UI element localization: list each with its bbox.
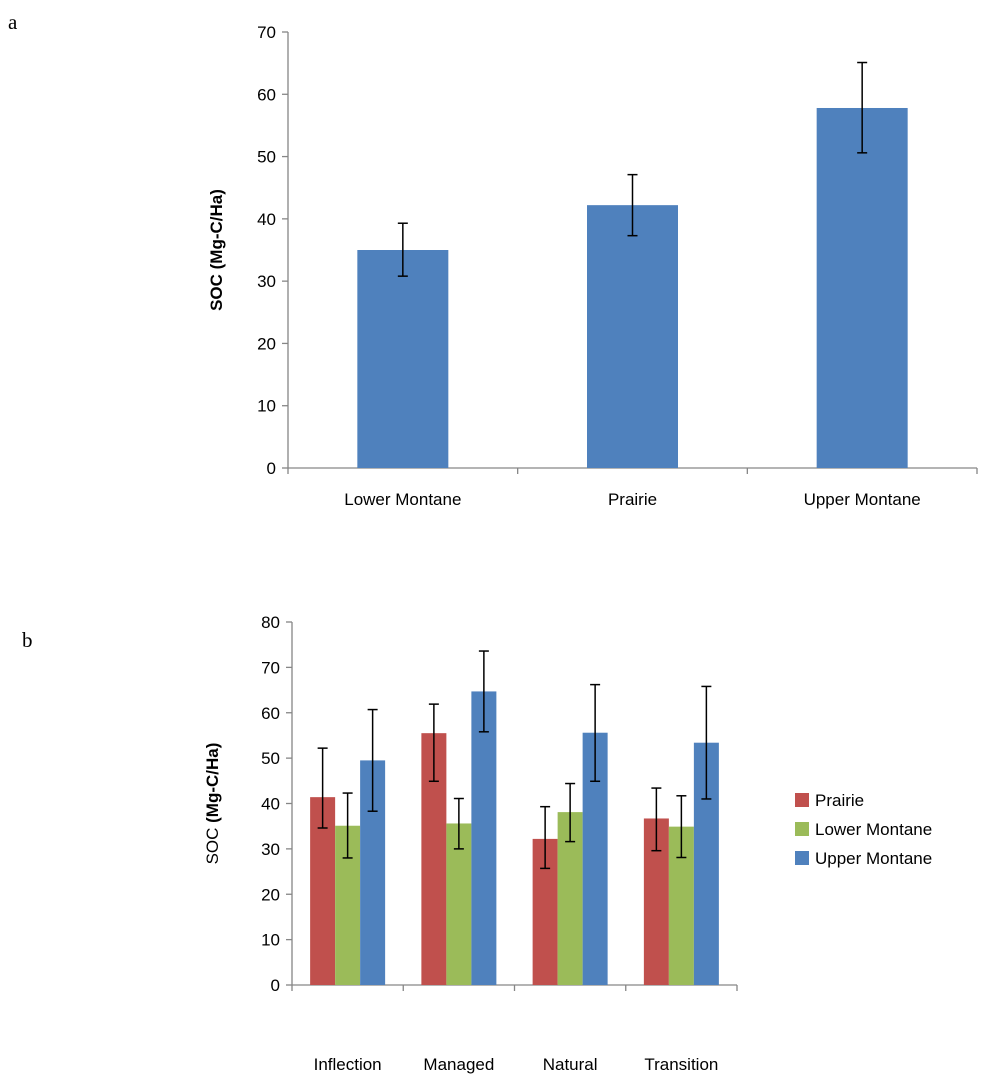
chart1-y-tick-label: 10 <box>261 931 280 950</box>
chart0-y-tick-label: 60 <box>257 85 276 104</box>
chart1-bar <box>446 823 472 985</box>
chart1-bar <box>471 691 497 985</box>
chart1-legend-label: Prairie <box>815 791 864 810</box>
chart0-x-tick-label: Prairie <box>608 490 657 509</box>
chart1-y-axis-title-bold: (Mg-C/Ha) <box>203 743 222 823</box>
chart1-legend-swatch <box>795 851 809 865</box>
chart0-bar <box>587 205 678 468</box>
chart1-y-tick-label: 70 <box>261 658 280 677</box>
chart1-y-tick-label: 0 <box>271 976 280 995</box>
chart1-y-tick-label: 30 <box>261 840 280 859</box>
chart0-x-tick-label: Lower Montane <box>344 490 461 509</box>
chart0-y-tick-label: 30 <box>257 272 276 291</box>
chart1-y-tick-label: 20 <box>261 885 280 904</box>
chart1-x-tick-label: Inflection <box>314 1055 382 1074</box>
chart1-y-tick-label: 50 <box>261 749 280 768</box>
chart0-y-tick-label: 70 <box>257 23 276 42</box>
chart1-y-tick-label: 60 <box>261 704 280 723</box>
chart1-y-tick-label: 80 <box>261 613 280 632</box>
chart0-bar <box>816 107 908 468</box>
chart1-y-axis-title: SOC (Mg-C/Ha) <box>203 743 222 865</box>
chart1-legend-swatch <box>795 822 809 836</box>
chart0-y-tick-label: 50 <box>257 148 276 167</box>
chart0-x-tick-label: Upper Montane <box>804 490 921 509</box>
panel-a-letter: a <box>8 10 18 34</box>
chart0-y-tick-label: 20 <box>257 334 276 353</box>
panel-b-letter: b <box>22 628 33 652</box>
chart0-y-tick-label: 40 <box>257 210 276 229</box>
chart1-legend-label: Lower Montane <box>815 820 932 839</box>
chart1-legend-label: Upper Montane <box>815 849 932 868</box>
chart1-y-tick-label: 40 <box>261 795 280 814</box>
chart1-legend-swatch <box>795 793 809 807</box>
chart0-y-tick-label: 10 <box>257 397 276 416</box>
chart0-bar <box>357 250 449 468</box>
chart0-y-tick-label: 0 <box>267 459 276 478</box>
chart0-y-axis-title: SOC (Mg-C/Ha) <box>207 189 226 311</box>
chart1-x-tick-label: Natural <box>543 1055 598 1074</box>
chart1-y-axis-title-plain: SOC <box>203 823 222 865</box>
chart1-x-tick-label: Transition <box>644 1055 718 1074</box>
chart1-x-tick-label: Managed <box>423 1055 494 1074</box>
chart0-y-axis-title-bold: SOC (Mg-C/Ha) <box>207 189 226 311</box>
